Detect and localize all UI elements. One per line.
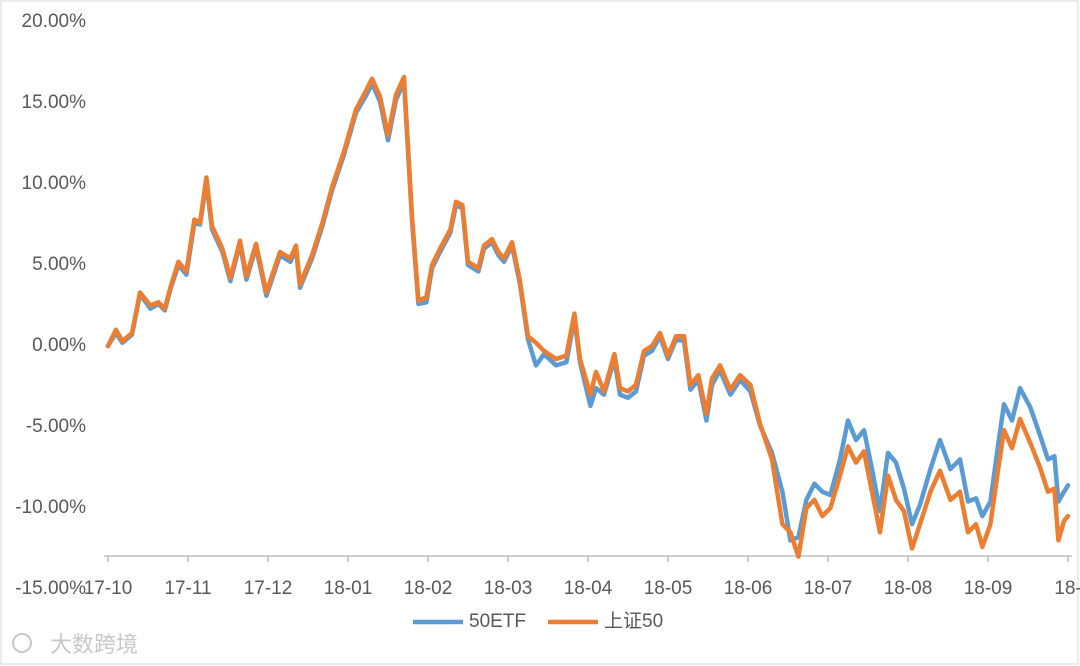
y-tick-label: -5.00%	[26, 416, 86, 437]
watermark: 大数跨境	[50, 632, 138, 657]
x-tick-label: 18-05	[644, 578, 693, 599]
x-tick-label: 18-09	[964, 578, 1013, 599]
x-tick-label: 17-11	[164, 578, 211, 599]
y-tick-label: 20.00%	[22, 11, 87, 32]
legend-label: 50ETF	[469, 611, 526, 632]
x-tick-label: 18-03	[484, 578, 533, 599]
series-line	[105, 74, 1071, 559]
x-tick-label: 18-07	[804, 578, 853, 599]
x-tick-label: 17-12	[244, 578, 293, 599]
x-tick-label: 18-04	[564, 578, 613, 599]
x-tick-label: 18-01	[324, 578, 373, 599]
x-tick-label: 17-10	[84, 578, 133, 599]
x-tick-label: 18-02	[404, 578, 453, 599]
y-tick-label: 15.00%	[22, 92, 87, 113]
y-tick-label: 0.00%	[32, 335, 86, 356]
watermark-icon	[12, 633, 32, 653]
y-tick-label: -10.00%	[15, 497, 86, 518]
x-tick-label: 18-	[1054, 578, 1080, 599]
legend-label: 上证50	[604, 610, 663, 632]
x-tick-label: 18-08	[884, 578, 933, 599]
y-tick-label: 10.00%	[22, 173, 87, 194]
y-tick-label: 5.00%	[32, 254, 86, 275]
y-tick-label: -15.00%	[15, 578, 86, 599]
x-tick-label: 18-06	[724, 578, 773, 599]
